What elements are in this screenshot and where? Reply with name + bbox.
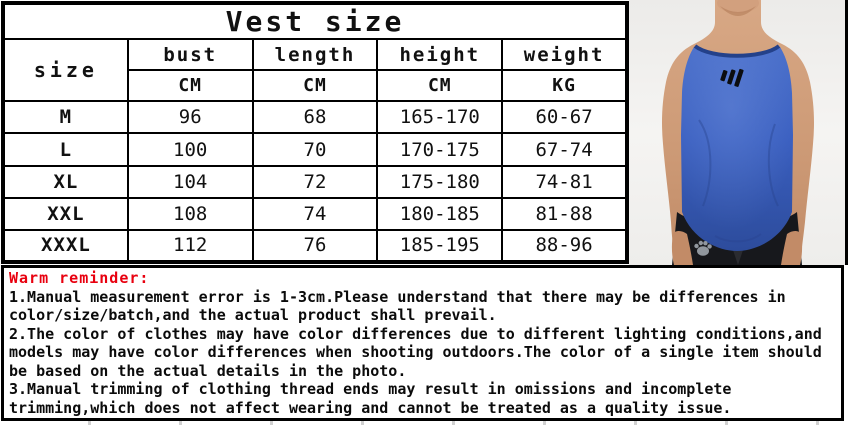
length-value: 70: [251, 132, 379, 167]
column-header-bust: bust: [126, 38, 254, 72]
page-title: Vest size: [2, 1, 628, 41]
size-table: Vest size size bust length height weight…: [1, 1, 629, 264]
paw-print-icon: [694, 240, 712, 256]
column-header-size: size: [2, 38, 129, 103]
column-header-height: height: [376, 38, 504, 72]
length-value: 74: [251, 196, 379, 231]
vest-collar: [693, 44, 781, 58]
table-row: XXL 108 74 180-185 81-88: [2, 196, 628, 231]
column-header-length: length: [251, 38, 379, 72]
bust-value: 96: [126, 100, 254, 135]
vest-highlight: [681, 47, 793, 251]
height-value: 175-180: [376, 164, 504, 199]
length-value: 68: [251, 100, 379, 135]
unit-height: CM: [376, 69, 504, 103]
size-label: XXXL: [2, 228, 129, 264]
table-row: L 100 70 170-175 67-74: [2, 132, 628, 167]
bust-value: 104: [126, 164, 254, 199]
vest-fold-right: [767, 123, 779, 207]
height-value: 165-170: [376, 100, 504, 135]
bust-value: 108: [126, 196, 254, 231]
model-photo-illustration: [629, 0, 845, 265]
warm-reminder-heading: Warm reminder:: [9, 269, 150, 287]
reminder-item-2: 2.The color of clothes may have color di…: [9, 324, 822, 380]
model-right-hand: [781, 231, 803, 265]
weight-value: 81-88: [501, 196, 628, 231]
weight-value: 60-67: [501, 100, 628, 135]
length-value: 76: [251, 228, 379, 264]
height-value: 170-175: [376, 132, 504, 167]
height-value: 185-195: [376, 228, 504, 264]
bust-value: 100: [126, 132, 254, 167]
bust-value: 112: [126, 228, 254, 264]
weight-value: 88-96: [501, 228, 628, 264]
warm-reminder-box: Warm reminder: 1.Manual measurement erro…: [1, 265, 844, 421]
reminder-item-3: 3.Manual trimming of clothing thread end…: [9, 380, 732, 417]
table-row: XL 104 72 175-180 74-81: [2, 164, 628, 199]
table-row: M 96 68 165-170 60-67: [2, 100, 628, 135]
product-photo: [629, 0, 848, 265]
weight-value: 67-74: [501, 132, 628, 167]
shorts-center-notch: [733, 250, 743, 265]
vest-fold-hem: [714, 233, 762, 243]
unit-bust: CM: [126, 69, 254, 103]
weight-value: 74-81: [501, 164, 628, 199]
size-label: XXL: [2, 196, 129, 231]
size-label: M: [2, 100, 129, 135]
column-header-weight: weight: [501, 38, 628, 72]
unit-length: CM: [251, 69, 379, 103]
table-row: XXXL 112 76 185-195 88-96: [2, 228, 628, 264]
height-value: 180-185: [376, 196, 504, 231]
chin-shadow: [720, 6, 756, 16]
length-value: 72: [251, 164, 379, 199]
vest-fold-left: [698, 119, 712, 207]
next-section-cutoff: [0, 421, 848, 425]
reminder-item-1: 1.Manual measurement error is 1-3cm.Plea…: [9, 287, 786, 325]
model-left-hand: [671, 231, 693, 265]
brand-logo-icon: [720, 68, 744, 87]
size-label: XL: [2, 164, 129, 199]
model-chin: [717, 0, 759, 13]
size-label: L: [2, 132, 129, 167]
unit-weight: KG: [501, 69, 628, 103]
